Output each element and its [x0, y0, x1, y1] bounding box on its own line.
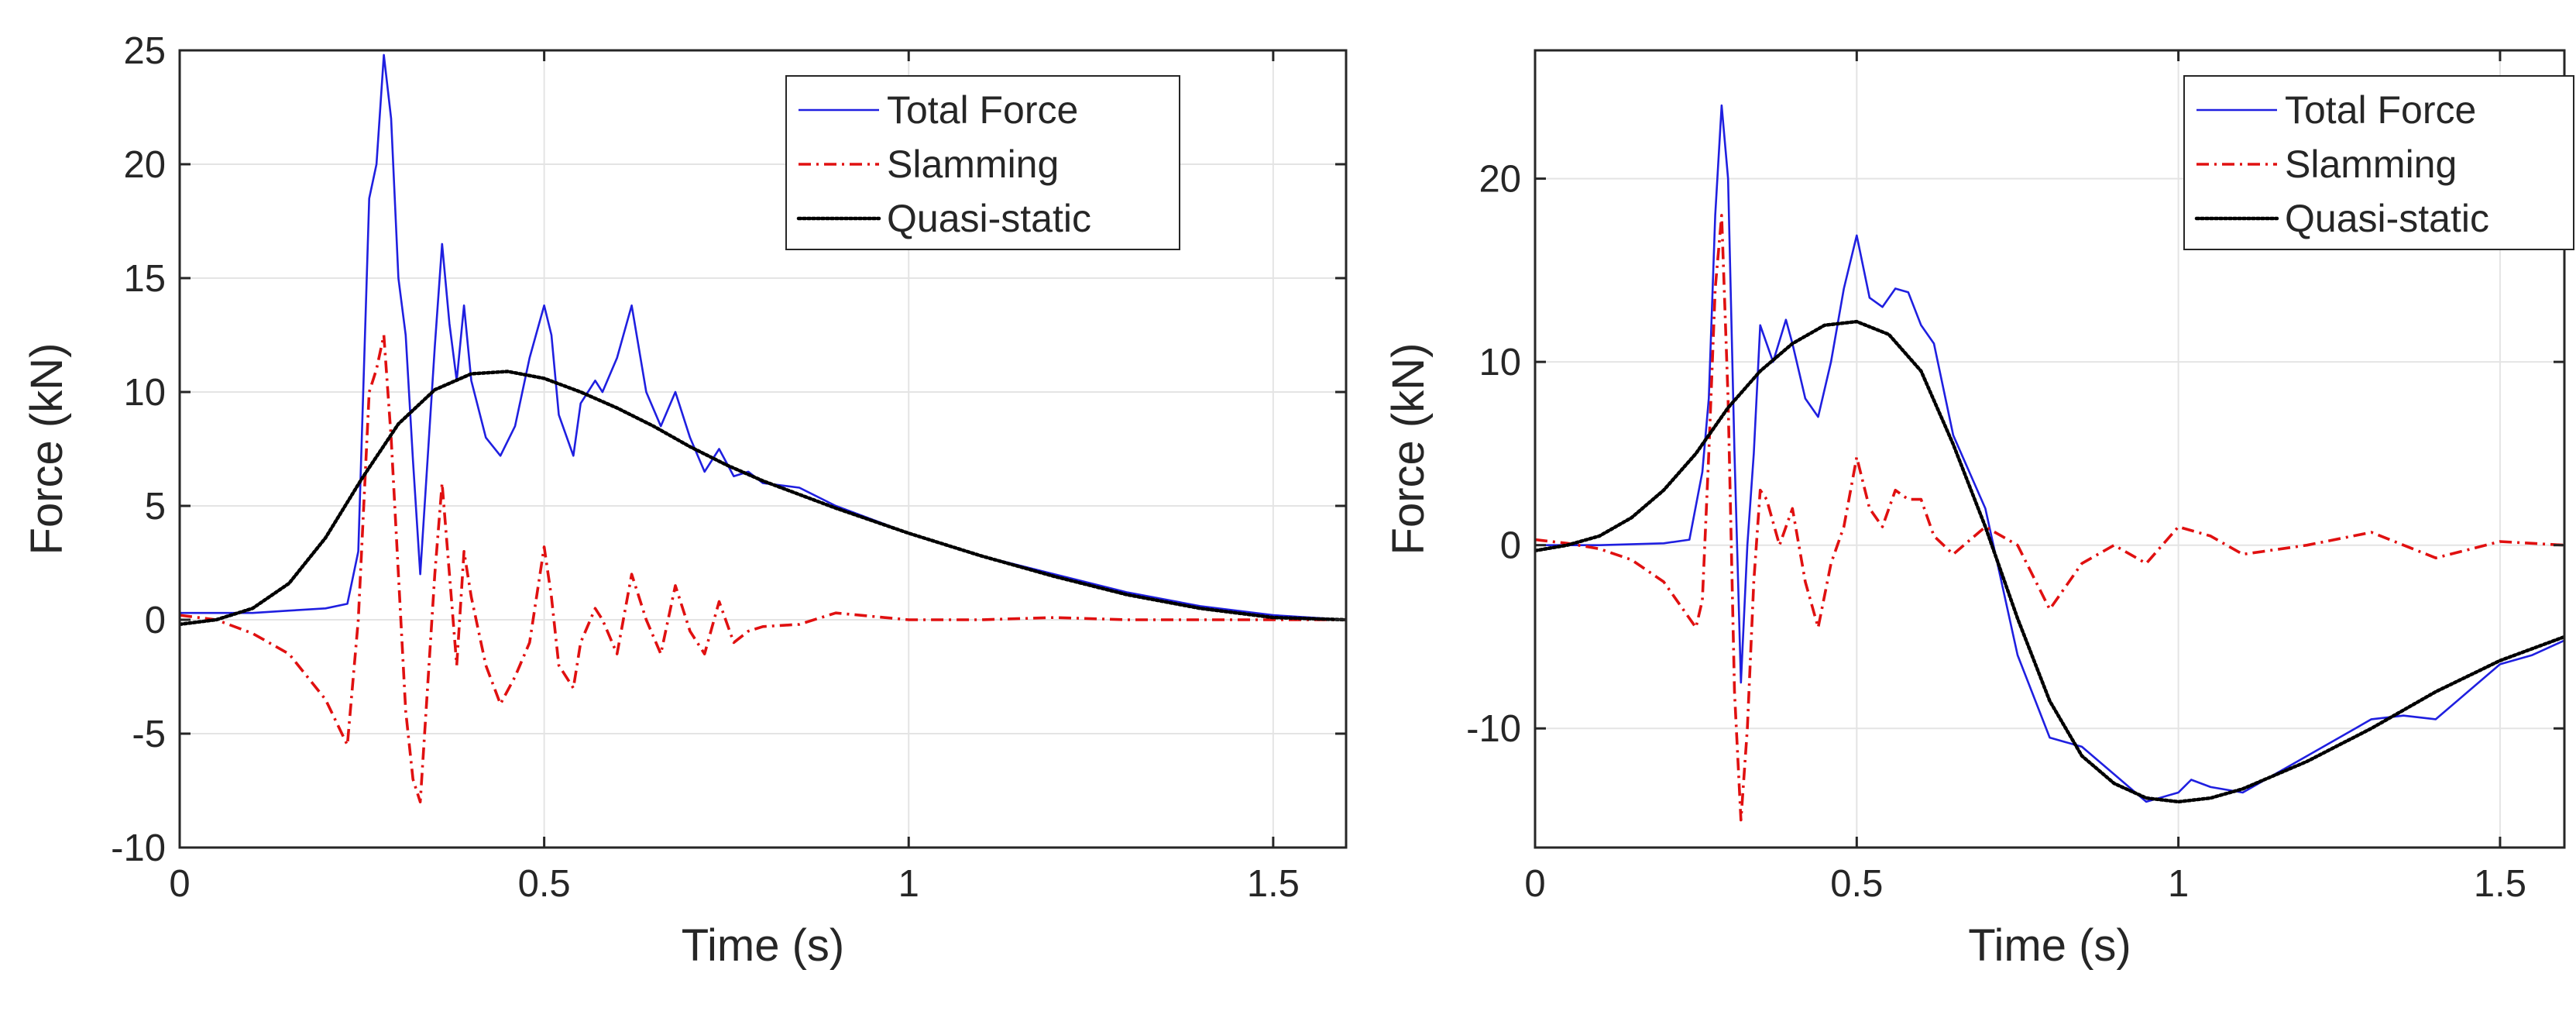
y-tick-label: 5 [145, 486, 166, 528]
y-tick-label: -10 [1466, 708, 1521, 750]
y-tick-label: -5 [132, 714, 166, 755]
y-tick-label: 10 [123, 372, 166, 414]
legend-label: Slamming [2285, 143, 2457, 186]
y-axis-label: Force (kN) [1383, 343, 1434, 555]
chart-panel-left: 0 0.5 1 1.5 -10 -5 0 5 10 15 20 25 Time (s) Force (kN… [22, 30, 1348, 971]
y-tick-label: 0 [1500, 525, 1521, 567]
legend-label: Total Force [887, 88, 1078, 132]
x-tick-label: 1 [2168, 863, 2189, 905]
legend: Total Force Slamming Quasi-static [2183, 75, 2574, 250]
chart-panel-right: 0 0.5 1 1.5 -10 0 10 20 Time (s) Force (kN) Total … [1383, 49, 2574, 971]
x-axis-label: Time (s) [682, 920, 844, 971]
x-tick-label: 0 [169, 863, 190, 905]
x-axis-label: Time (s) [1968, 920, 2131, 971]
x-tick-label: 1 [898, 863, 919, 905]
y-tick-label: 10 [1479, 342, 1521, 383]
series-group [1535, 104, 2564, 822]
x-tick-label: 0.5 [518, 863, 571, 905]
y-tick-label: 20 [123, 144, 166, 186]
y-tick-label: 25 [123, 30, 166, 72]
axes-box [178, 49, 1348, 849]
series-line-quasi-static [1535, 319, 2564, 804]
legend-label: Slamming [887, 143, 1059, 186]
legend-box [785, 75, 1180, 250]
series-line-slamming [1535, 214, 2564, 822]
y-axis-label: Force (kN) [22, 343, 72, 555]
y-tick-label: 20 [1479, 159, 1521, 201]
y-tick-label: -10 [111, 827, 166, 869]
series-line-quasi-static [180, 370, 1346, 627]
x-tick-label: 0.5 [1830, 863, 1883, 905]
legend-label: Quasi-static [2285, 197, 2489, 240]
legend-label: Quasi-static [887, 197, 1091, 240]
series-group [180, 53, 1346, 803]
x-tick-label: 1.5 [1247, 863, 1300, 905]
legend-box [2183, 75, 2574, 250]
legend-label: Total Force [2285, 88, 2476, 132]
axes-box [1534, 49, 2566, 849]
x-tick-label: 1.5 [2474, 863, 2526, 905]
series-line-slamming [180, 333, 1346, 803]
x-tick-label: 0 [1524, 863, 1545, 905]
y-tick-label: 15 [123, 258, 166, 300]
series-line-total-force [1535, 104, 2564, 803]
y-tick-label: 0 [145, 600, 166, 641]
legend: Total Force Slamming Quasi-static [785, 75, 1180, 250]
